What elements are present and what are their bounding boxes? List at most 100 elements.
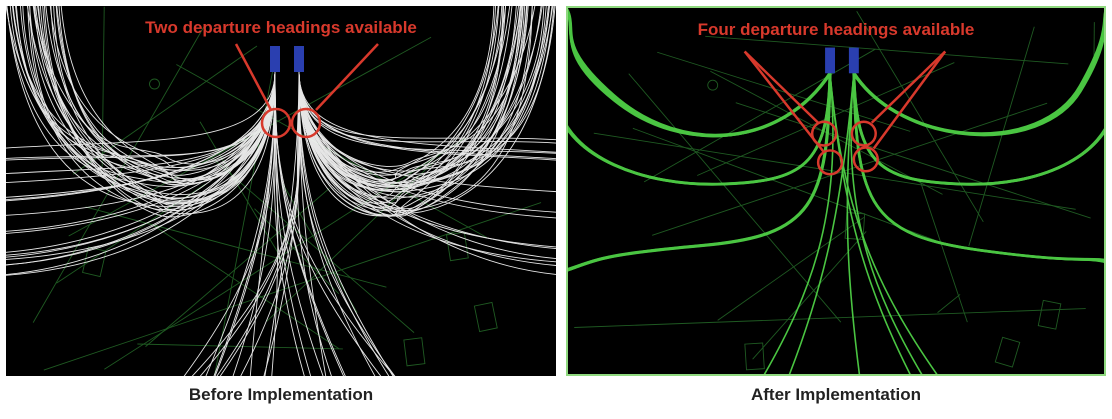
flight-track	[6, 71, 276, 149]
map-marker	[744, 342, 765, 371]
flight-track	[298, 6, 554, 176]
map-line	[209, 156, 415, 333]
before-caption: Before Implementation	[188, 385, 374, 404]
map-line	[266, 160, 436, 322]
flight-track	[298, 6, 555, 214]
runways	[825, 47, 859, 74]
map-line	[151, 224, 340, 350]
runway-1	[270, 46, 280, 72]
flight-track	[58, 6, 276, 182]
flight-track	[829, 73, 938, 374]
map-line	[856, 11, 984, 223]
after-track-map	[568, 8, 1104, 374]
after-annotation: Four departure headings available	[697, 20, 975, 39]
flight-track	[852, 73, 1104, 263]
flight-track	[274, 71, 382, 376]
before-panel: Two departure headings available	[6, 6, 556, 376]
map-marker	[149, 78, 160, 90]
map-line	[919, 179, 968, 323]
flight-track	[191, 71, 301, 376]
flight-track	[44, 6, 276, 218]
after-caption: After Implementation	[750, 385, 922, 404]
flight-tracks	[6, 6, 556, 376]
flight-track	[298, 6, 495, 181]
flight-track	[298, 6, 547, 191]
map-line	[574, 308, 1086, 328]
flight-track	[298, 71, 556, 144]
map-line	[628, 73, 842, 323]
flight-track	[34, 6, 276, 186]
flight-track	[249, 71, 276, 376]
flight-track	[829, 73, 911, 374]
map-line	[632, 127, 941, 243]
map-line	[657, 51, 911, 132]
map-line	[593, 132, 1076, 210]
map-line	[717, 217, 865, 321]
flight-track	[298, 71, 556, 153]
map-marker	[707, 79, 719, 91]
flight-tracks	[568, 8, 1104, 374]
before-track-map	[6, 6, 556, 376]
flight-track	[298, 6, 524, 186]
after-panel: Four departure headings available	[566, 6, 1106, 376]
map-marker	[445, 231, 469, 262]
flight-track	[846, 73, 861, 374]
map-line	[752, 231, 867, 360]
flight-track	[788, 73, 855, 374]
flight-track	[50, 6, 276, 211]
flight-track	[199, 71, 301, 376]
flight-track	[219, 71, 301, 376]
flight-track	[568, 73, 832, 186]
map-line	[652, 102, 1048, 236]
map-line	[72, 45, 258, 175]
map-line	[85, 206, 387, 288]
annotation-arrow	[870, 50, 947, 124]
flight-track	[568, 10, 831, 138]
map-line	[735, 102, 1091, 219]
map-marker	[473, 301, 498, 333]
heading-circle	[850, 120, 877, 147]
map-line	[199, 121, 289, 270]
runway-2	[294, 46, 304, 72]
flight-track	[298, 71, 556, 141]
flight-track	[298, 6, 536, 184]
flight-track	[568, 73, 832, 271]
map-marker	[1037, 299, 1062, 330]
flight-track	[298, 6, 506, 204]
flight-track	[6, 71, 276, 201]
map-line	[968, 26, 1035, 247]
flight-track	[852, 11, 1104, 136]
map-line	[643, 48, 876, 183]
flight-track	[298, 71, 556, 160]
flight-track	[298, 6, 529, 210]
flight-track	[850, 73, 923, 374]
map-marker	[82, 246, 107, 278]
annotation-arrow	[743, 50, 826, 154]
before-annotation: Two departure headings available	[145, 18, 417, 37]
map-line	[104, 138, 466, 370]
annotation-arrow	[234, 43, 273, 111]
flight-track	[29, 6, 276, 199]
flight-track	[852, 73, 1104, 186]
annotation-markers	[743, 50, 947, 176]
heading-circle	[810, 120, 838, 147]
heading-circle	[816, 149, 844, 176]
flight-track	[6, 71, 276, 253]
flight-track	[50, 6, 276, 169]
flight-track	[298, 6, 526, 216]
annotation-markers	[234, 43, 379, 139]
runway-2	[848, 47, 859, 74]
annotation-arrow	[872, 50, 947, 150]
flight-track	[298, 6, 521, 199]
runways	[270, 46, 304, 72]
map-line	[937, 294, 961, 313]
annotation-arrow	[743, 50, 819, 124]
heading-circle	[260, 107, 292, 139]
flight-track	[298, 6, 521, 193]
map-marker	[994, 336, 1021, 368]
flight-track	[763, 73, 834, 374]
heading-circle	[290, 107, 322, 139]
heading-circle	[852, 146, 879, 173]
map-background-lines	[574, 11, 1095, 371]
flight-track	[298, 71, 556, 154]
